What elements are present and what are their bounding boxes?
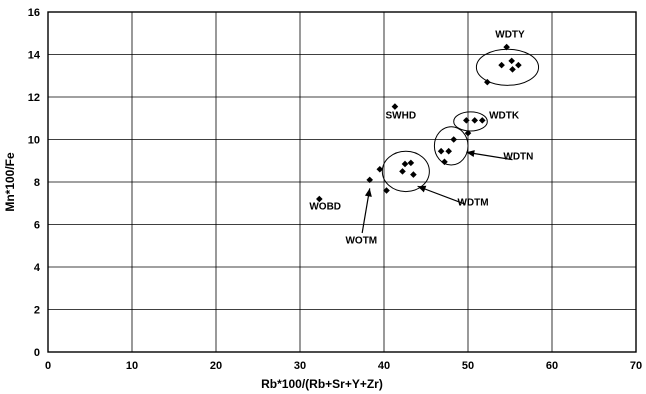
data-point xyxy=(479,117,486,124)
y-tick-label: 16 xyxy=(28,7,40,19)
annotation-label-wdty: WDTY xyxy=(495,30,525,41)
annotation-label-wdtn: WDTN xyxy=(503,152,533,163)
y-tick-label: 12 xyxy=(28,92,40,104)
x-tick-label: 20 xyxy=(210,360,222,372)
grid-layer xyxy=(48,12,636,352)
data-point xyxy=(509,66,516,73)
data-point xyxy=(392,103,399,110)
data-point xyxy=(498,62,505,69)
annotation-label-wdtk: WDTK xyxy=(489,110,520,121)
data-point xyxy=(445,148,452,155)
y-axis-title: Mn*100/Fe xyxy=(3,152,17,212)
y-tick-label: 6 xyxy=(34,220,40,232)
x-tick-label: 40 xyxy=(378,360,390,372)
y-tick-label: 2 xyxy=(34,305,40,317)
data-point xyxy=(515,62,522,69)
annotation-label-swhd: SWHD xyxy=(386,110,417,121)
y-tick-label: 10 xyxy=(28,135,40,147)
data-point xyxy=(410,171,417,178)
annotation-label-wdtm: WDTM xyxy=(457,197,488,208)
x-tick-label: 30 xyxy=(294,360,306,372)
x-tick-label: 0 xyxy=(45,360,51,372)
y-tick-label: 0 xyxy=(34,347,40,359)
x-axis-title: Rb*100/(Rb+Sr+Y+Zr) xyxy=(261,377,383,391)
group-ellipse-wdtm xyxy=(382,151,429,191)
annotation-label-wobd: WOBD xyxy=(309,202,341,213)
data-point xyxy=(508,58,515,65)
data-points xyxy=(316,44,522,203)
y-tick-label: 8 xyxy=(34,177,40,189)
tick-labels: 0 10 20 30 40 50 60 70 0 2 4 6 8 10 12 14 16 xyxy=(28,7,642,372)
annotation-label-wotm: WOTM xyxy=(345,236,377,247)
data-point xyxy=(438,148,445,155)
data-point xyxy=(471,117,478,124)
x-tick-label: 10 xyxy=(126,360,138,372)
annotation-labels: WDTY SWHD WDTK WDTN WDTM WOBD WOTM xyxy=(309,30,533,247)
y-tick-label: 4 xyxy=(34,262,41,274)
data-point xyxy=(450,136,457,143)
x-tick-label: 60 xyxy=(546,360,558,372)
x-tick-label: 70 xyxy=(630,360,642,372)
y-tick-label: 14 xyxy=(28,50,41,62)
arrowhead-wdtm xyxy=(418,186,427,193)
data-point xyxy=(463,117,470,124)
data-point xyxy=(408,160,415,167)
group-ellipse-wdtn xyxy=(434,127,468,165)
data-point xyxy=(399,168,406,175)
x-tick-label: 50 xyxy=(462,360,474,372)
data-point xyxy=(402,161,409,168)
arrowhead-wotm xyxy=(365,188,372,196)
